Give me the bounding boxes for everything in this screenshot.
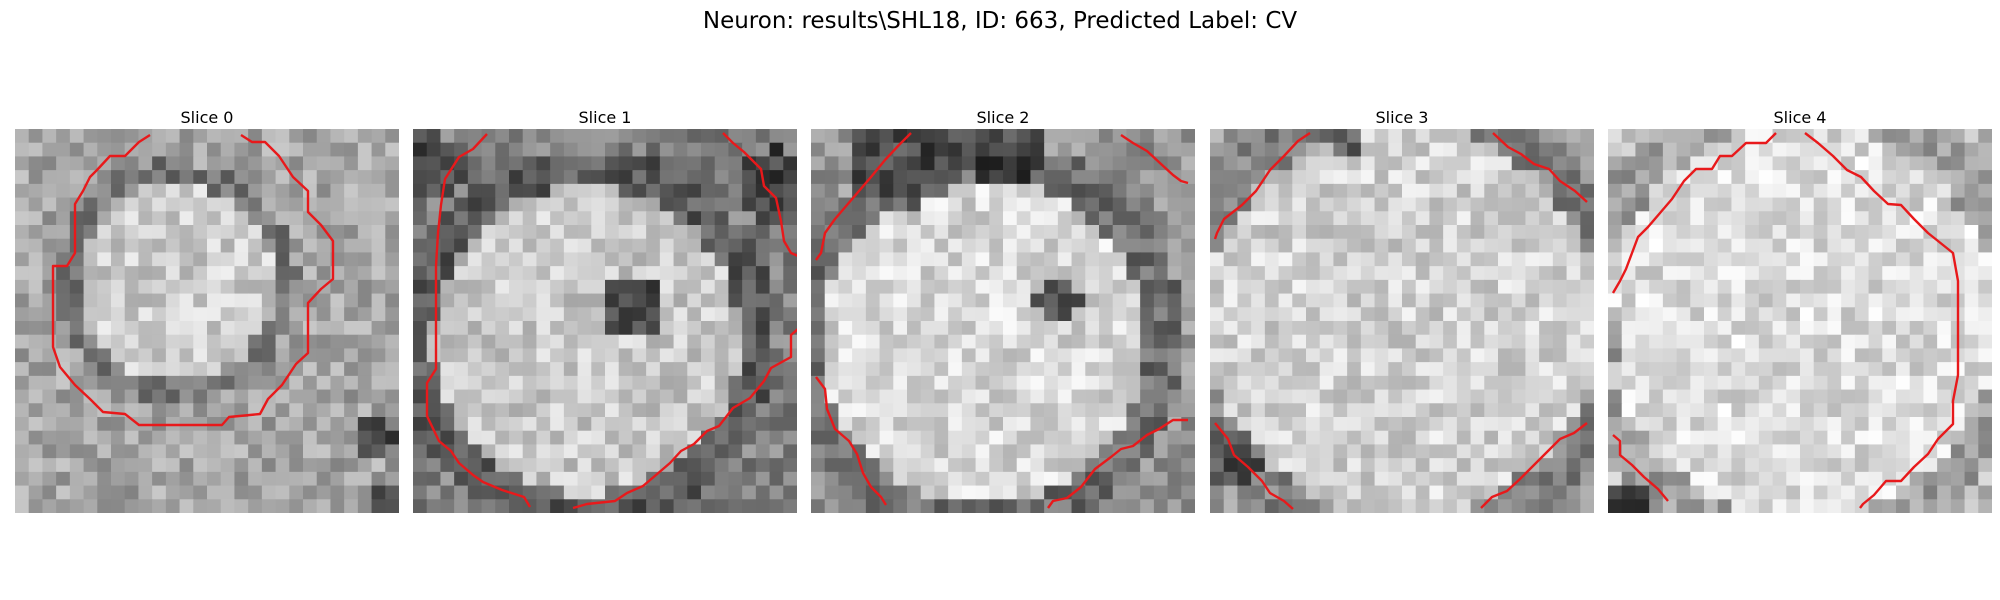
slice-title: Slice 0 — [15, 107, 399, 129]
figure-title: Neuron: results\SHL18, ID: 663, Predicte… — [0, 8, 2000, 34]
slice-image — [15, 129, 399, 513]
slice-panel-1: Slice 1 — [413, 107, 797, 513]
slice-panel-2: Slice 2 — [811, 107, 1195, 513]
slice-title: Slice 3 — [1210, 107, 1594, 129]
slice-title: Slice 4 — [1608, 107, 1992, 129]
slice-title: Slice 1 — [413, 107, 797, 129]
slice-panel-0: Slice 0 — [15, 107, 399, 513]
slice-image — [1210, 129, 1594, 513]
slice-image — [413, 129, 797, 513]
slice-panel-4: Slice 4 — [1608, 107, 1992, 513]
slice-image — [811, 129, 1195, 513]
slice-title: Slice 2 — [811, 107, 1195, 129]
slice-panel-3: Slice 3 — [1210, 107, 1594, 513]
slice-image — [1608, 129, 1992, 513]
